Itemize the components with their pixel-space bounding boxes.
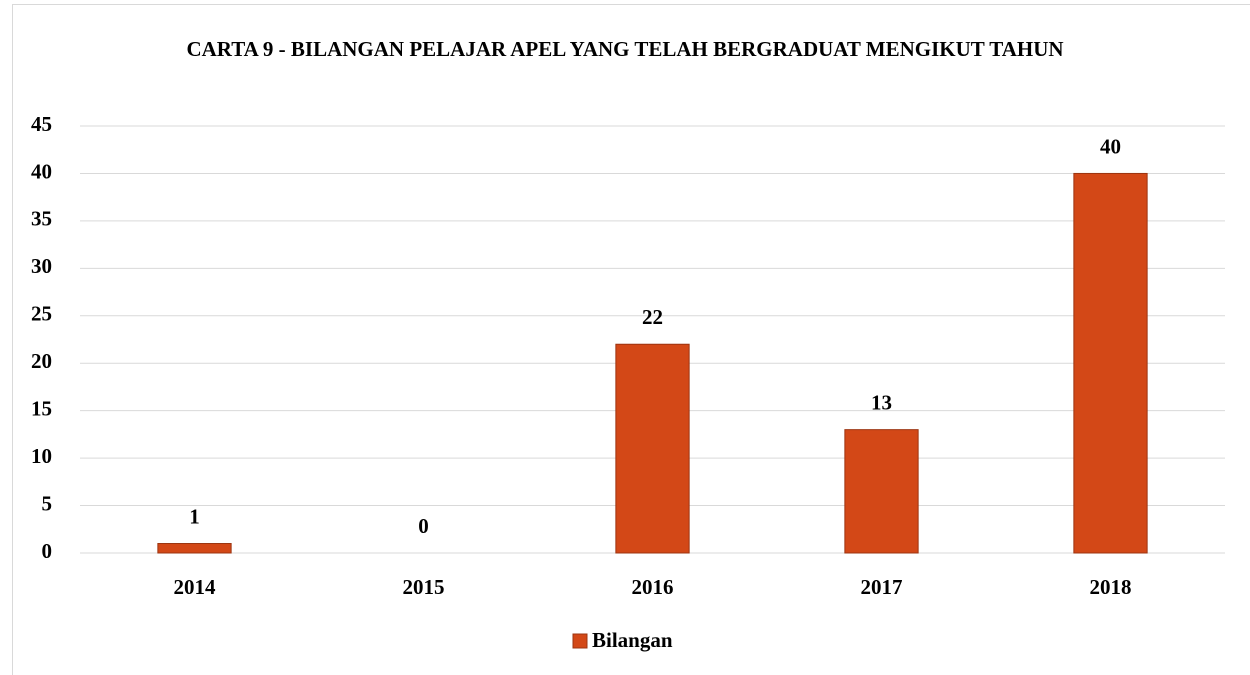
y-tick-label: 40 xyxy=(31,159,52,183)
legend-label: Bilangan xyxy=(592,628,673,652)
chart-title: CARTA 9 - BILANGAN PELAJAR APEL YANG TEL… xyxy=(186,37,1064,61)
y-tick-label: 20 xyxy=(31,349,52,373)
x-tick-label: 2015 xyxy=(403,575,445,599)
y-tick-label: 35 xyxy=(31,207,52,231)
y-tick-label: 45 xyxy=(31,112,52,136)
chart-border xyxy=(12,4,1250,675)
bar xyxy=(1073,172,1148,554)
y-tick-label: 0 xyxy=(42,539,53,563)
x-tick-label: 2017 xyxy=(861,575,903,599)
y-tick-label: 10 xyxy=(31,444,52,468)
data-label: 22 xyxy=(642,305,663,329)
legend-swatch xyxy=(572,633,588,649)
bar xyxy=(844,429,919,554)
y-tick-label: 30 xyxy=(31,254,52,278)
data-label: 40 xyxy=(1100,134,1121,158)
y-tick-label: 25 xyxy=(31,302,52,326)
x-tick-label: 2014 xyxy=(174,575,217,599)
bar xyxy=(615,343,690,554)
bar xyxy=(157,543,232,554)
y-tick-label: 5 xyxy=(42,491,53,515)
y-tick-label: 15 xyxy=(31,396,52,420)
x-tick-label: 2016 xyxy=(632,575,674,599)
data-label: 13 xyxy=(871,390,892,414)
data-label: 1 xyxy=(189,504,200,528)
data-label: 0 xyxy=(418,514,429,538)
x-tick-label: 2018 xyxy=(1090,575,1132,599)
